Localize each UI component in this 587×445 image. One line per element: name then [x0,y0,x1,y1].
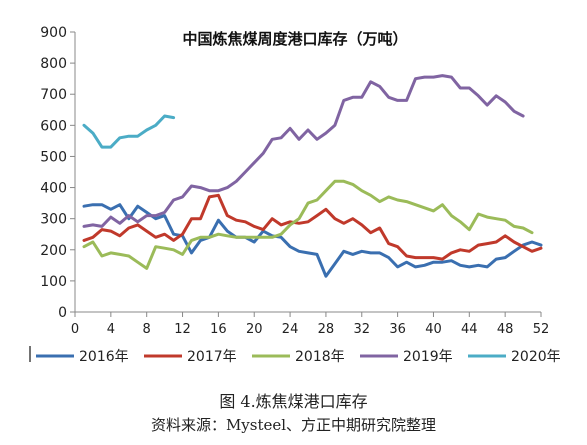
y-tick-label: 0 [58,305,67,321]
x-tick-label: 20 [246,322,263,337]
source-caption: 资料来源：Mysteel、方正中期研究院整理 [150,416,437,434]
y-tick-label: 800 [40,56,67,72]
y-tick-label: 300 [40,212,67,228]
y-tick-label: 400 [40,181,67,197]
x-axis: 0 4 8 12 16 20 24 28 32 36 40 44 48 52 [71,311,550,337]
legend-label: 2020年 [511,349,561,365]
y-tick-label: 100 [40,274,67,290]
series-line-2020年 [82,114,176,149]
chart-title: 中国炼焦煤周度港口库存（万吨） [182,30,407,48]
figure-caption: 图 4.炼焦煤港口库存 [219,392,368,411]
series-line-2018年 [82,179,534,270]
y-tick-label: 200 [40,243,67,259]
legend-item: 2016年 [36,349,129,365]
series-line-2016年 [82,203,543,278]
x-tick-label: 44 [461,322,478,337]
legend: 2016年 2017年 2018年 2019年 2020年 [29,346,561,365]
legend-item: 2019年 [360,349,453,365]
series-line-2019年 [82,74,525,228]
legend-label: 2016年 [79,349,129,365]
series-line-2017年 [82,193,543,261]
y-tick-label: 500 [40,149,67,165]
x-tick-label: 52 [533,322,550,337]
legend-item: 2018年 [252,349,345,365]
x-tick-label: 32 [353,322,370,337]
y-tick-label: 700 [40,87,67,103]
x-tick-label: 28 [318,322,335,337]
y-tick-label: 900 [40,25,67,41]
x-tick-label: 24 [282,322,299,337]
legend-label: 2017年 [187,349,237,365]
x-tick-label: 48 [497,322,514,337]
x-tick-label: 16 [210,322,227,337]
x-tick-label: 4 [107,322,115,337]
x-tick-label: 36 [389,322,406,337]
x-tick-label: 12 [174,322,191,337]
y-axis: 0 100 200 300 400 500 600 700 800 900 [40,25,76,321]
y-tick-label: 600 [40,118,67,134]
legend-item: 2020年 [468,349,561,365]
legend-label: 2018年 [295,349,345,365]
legend-label: 2019年 [403,349,453,365]
x-tick-label: 8 [143,322,151,337]
legend-item: 2017年 [144,349,237,365]
x-tick-label: 0 [71,322,79,337]
series-layer [82,74,543,278]
x-tick-label: 40 [425,322,442,337]
